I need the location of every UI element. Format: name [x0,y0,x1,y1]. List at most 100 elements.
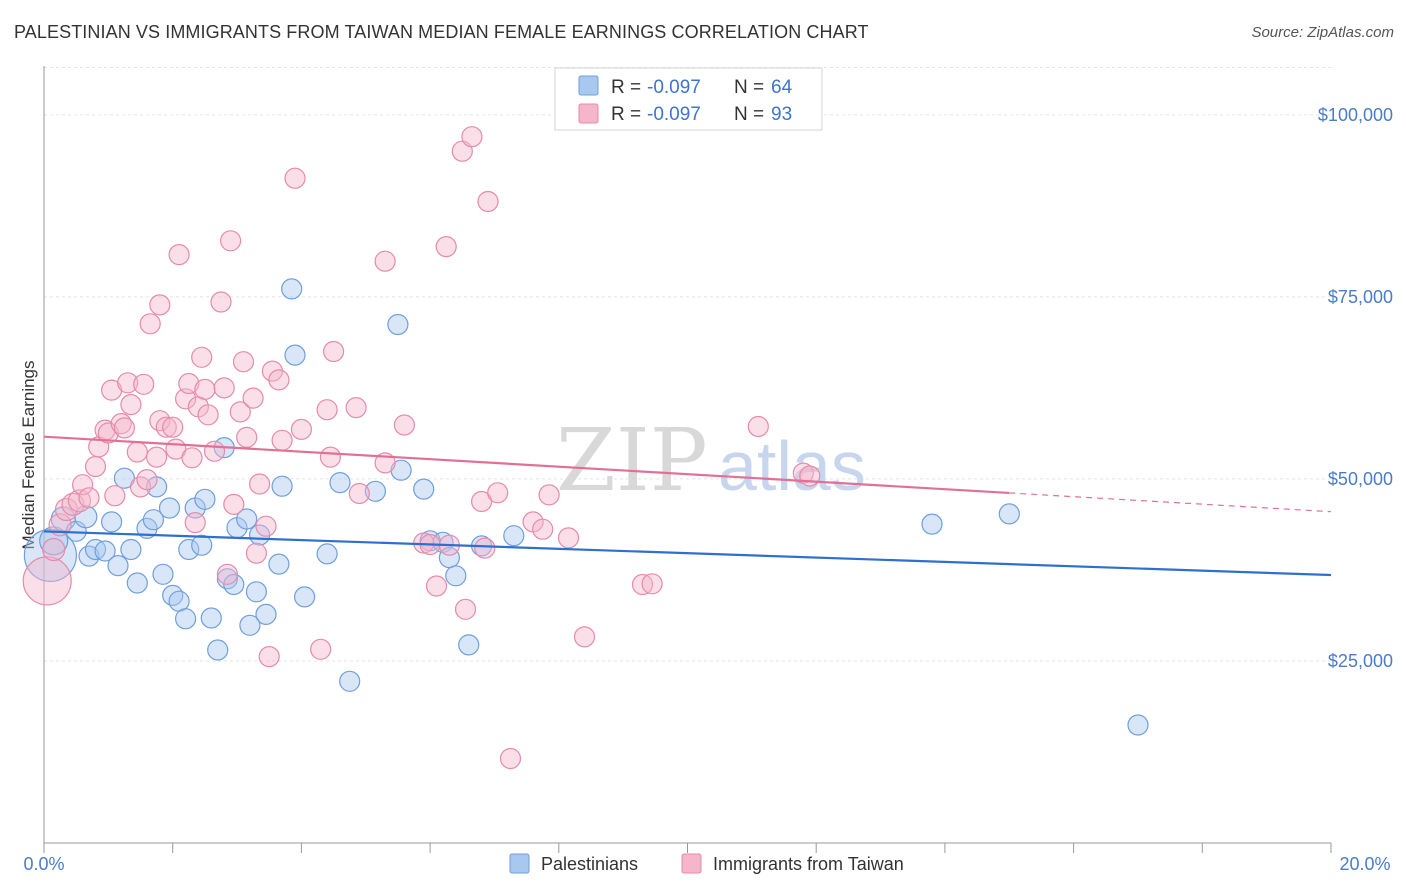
data-point [471,490,493,513]
data-point [126,572,148,594]
data-point [71,474,94,496]
data-point [532,518,554,540]
data-point [329,472,351,494]
x-tick-label-max: 20.0% [1339,854,1390,874]
data-point [284,167,306,189]
data-point [487,482,509,504]
data-point [78,545,100,567]
legend-r-value-2: -0.097 [647,104,701,125]
data-point [393,414,415,436]
data-point [557,527,580,549]
data-point [348,482,370,505]
data-point [94,540,116,562]
legend-r-value-1: -0.097 [647,77,701,98]
data-point [268,553,290,575]
data-point [181,447,203,469]
trend-line-ext-1 [1009,492,1332,513]
chart-title: PALESTINIAN VS IMMIGRANTS FROM TAIWAN ME… [14,22,869,42]
x-ticks [43,843,1332,853]
data-point [374,250,396,272]
data-point [245,542,267,564]
data-point [175,608,197,630]
data-point [364,480,386,502]
data-point [503,525,525,547]
data-point [178,538,200,561]
data-point [413,478,435,500]
data-point [232,351,255,373]
data-point [207,639,229,661]
data-point [200,607,222,629]
data-point [284,344,306,366]
data-point [213,377,235,399]
trend-lines [43,435,1332,577]
data-point [319,446,341,468]
data-point [316,399,338,421]
data-point [242,387,264,409]
data-point [387,313,409,336]
data-point [255,603,277,626]
data-point [149,294,171,316]
data-point [162,584,184,607]
data-point [499,747,522,770]
data-point [245,581,267,603]
data-point [178,372,200,395]
data-point [104,485,126,507]
data-point [117,372,139,394]
y-tick-label-100000: $100,000 [1318,105,1393,125]
data-point [194,488,216,510]
data-point [100,511,123,533]
data-point [1127,714,1149,736]
data-point [191,534,213,556]
data-point [268,369,290,391]
data-point [290,418,312,440]
legend-swatch-blue [578,75,599,96]
data-point [573,626,596,648]
data-point [281,278,303,300]
data-point [461,126,483,148]
watermark-zip: ZIP [556,411,708,511]
data-point [146,446,168,468]
data-point [133,373,155,395]
data-point [474,537,496,559]
data-point [229,401,251,423]
data-point [316,543,338,565]
data-point [236,508,258,530]
legend-swatch-pink [578,103,599,124]
data-point [236,426,258,448]
data-point [120,394,142,416]
data-point [921,513,943,535]
data-point [294,586,316,608]
data-point [339,670,361,692]
legend-n-label-1: N = [734,77,764,98]
bottom-legend: Palestinians Immigrants from Taiwan [509,853,904,874]
data-point [162,416,184,438]
data-point [216,563,238,585]
data-point [107,554,129,577]
legend-frame [554,67,823,131]
watermark: ZIP atlas [556,411,866,511]
data-point [168,244,190,266]
data-point [310,638,332,660]
data-point [113,417,136,439]
series-palestinians [23,278,1149,736]
legend-r-label-1: R = [611,77,641,98]
data-point [216,568,238,590]
data-point [136,469,158,491]
data-point [126,441,148,463]
data-point [191,346,213,368]
data-point [345,397,367,419]
data-point [42,537,66,562]
trend-line-1 [43,435,1010,495]
data-point [184,511,206,534]
data-point [747,415,769,438]
x-tick-label-min: 0.0% [23,854,64,874]
data-point [641,573,663,595]
data-point [323,340,345,363]
legend: R = -0.097 N = 64 R = -0.097 N = 93 [554,67,823,131]
data-point [78,487,100,509]
y-tick-labels: $25,000 $50,000 $75,000 $100,000 [1318,105,1393,671]
data-point [435,236,457,258]
data-point [139,313,161,335]
bottom-legend-label-taiwan: Immigrants from Taiwan [713,854,904,874]
